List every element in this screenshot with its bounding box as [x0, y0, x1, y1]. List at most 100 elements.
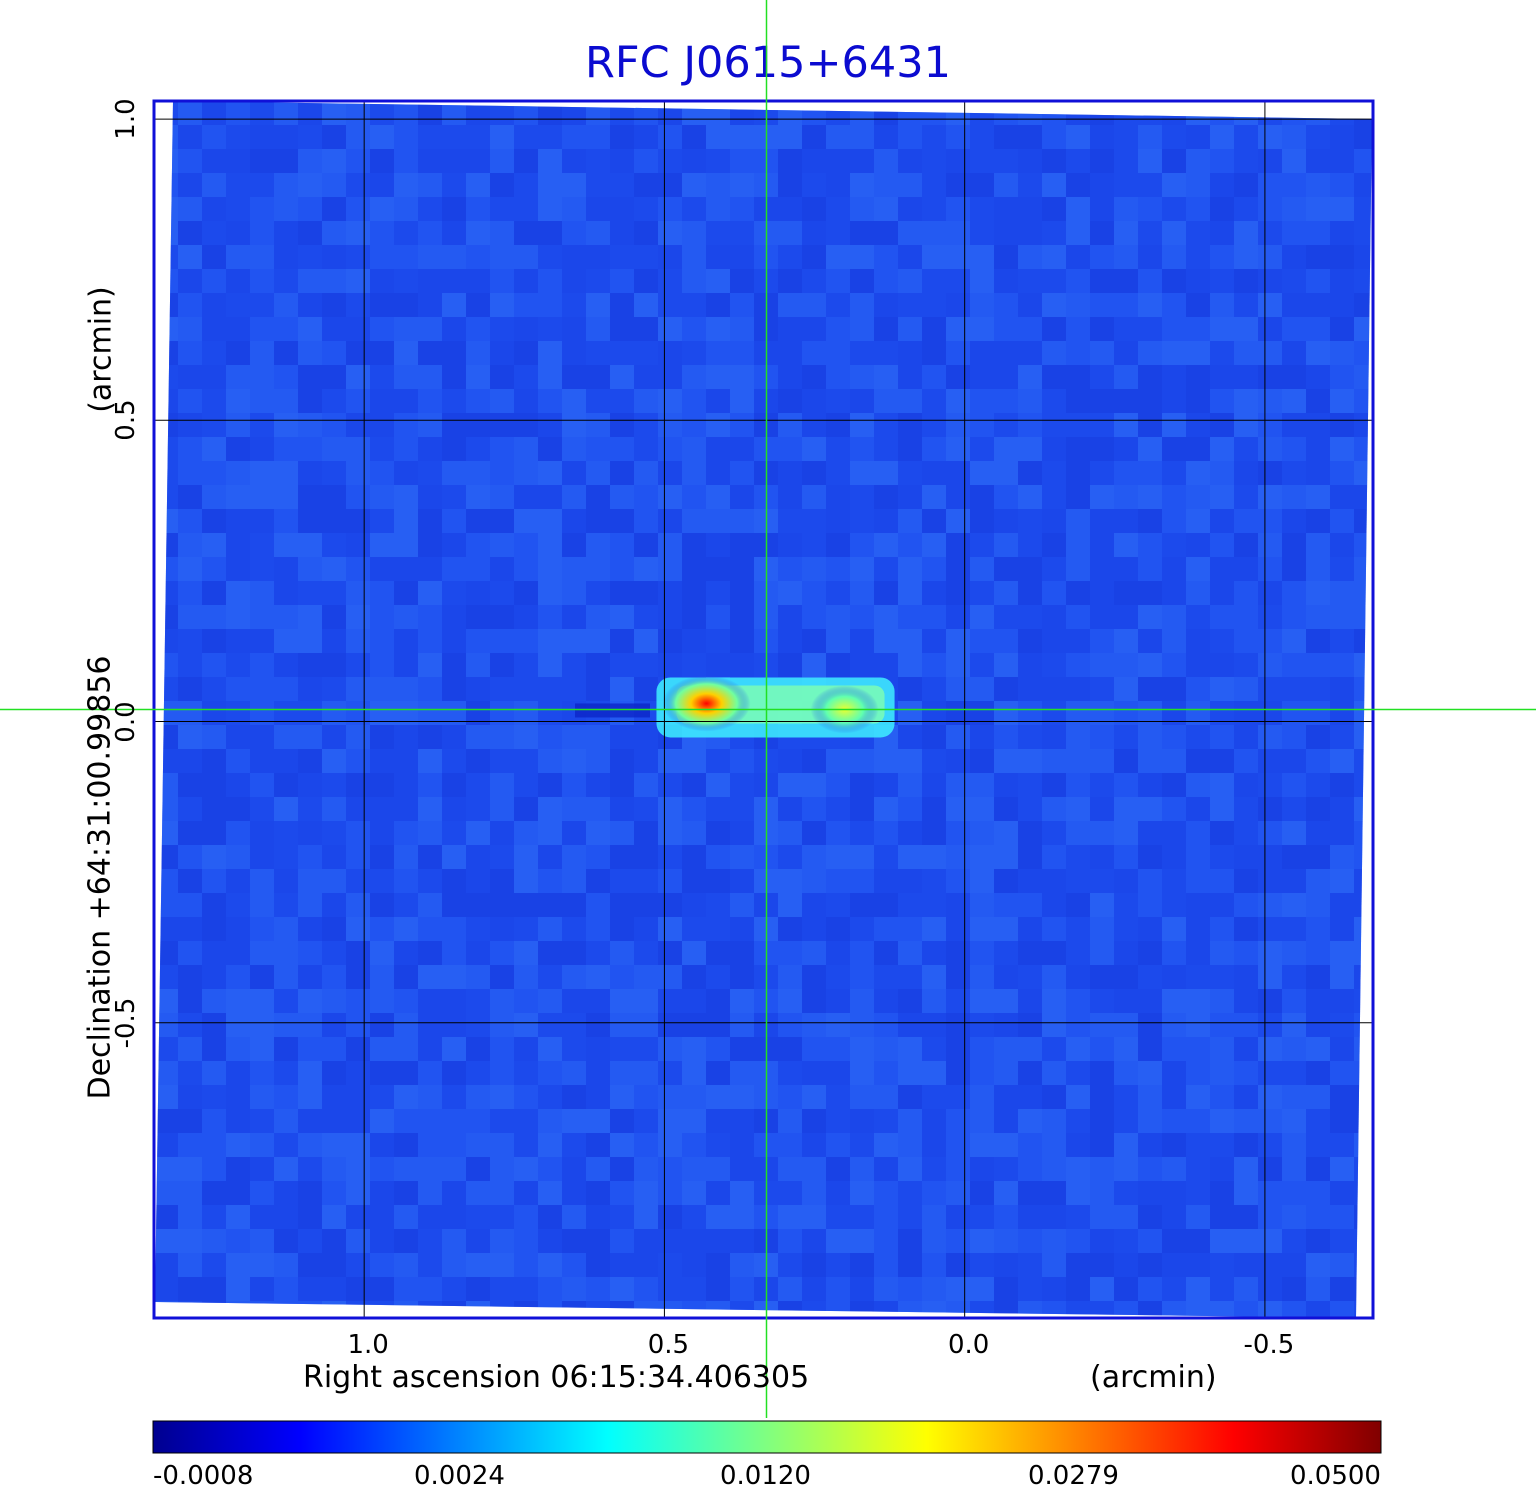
noise-cell — [586, 845, 610, 869]
noise-cell — [514, 581, 538, 605]
noise-cell — [1282, 245, 1306, 269]
noise-cell — [155, 965, 178, 989]
noise-cell — [1330, 749, 1354, 773]
noise-cell — [155, 1301, 178, 1318]
noise-cell — [442, 245, 466, 269]
noise-cell — [226, 197, 250, 221]
noise-cell — [226, 1229, 250, 1253]
noise-cell — [1138, 1205, 1162, 1229]
noise-cell — [394, 509, 418, 533]
noise-cell — [1042, 941, 1066, 965]
noise-cell — [466, 317, 490, 341]
noise-cell — [802, 413, 826, 437]
noise-cell — [586, 389, 610, 413]
noise-cell — [730, 893, 754, 917]
noise-cell — [442, 101, 466, 125]
noise-cell — [1114, 365, 1138, 389]
noise-cell — [1066, 1013, 1090, 1037]
noise-cell — [826, 197, 850, 221]
noise-cell — [250, 413, 274, 437]
noise-cell — [466, 173, 490, 197]
noise-cell — [1210, 1109, 1234, 1133]
noise-cell — [394, 341, 418, 365]
noise-cell — [1090, 1157, 1114, 1181]
noise-cell — [490, 149, 514, 173]
noise-cell — [274, 989, 298, 1013]
noise-cell — [874, 221, 898, 245]
noise-cell — [490, 1013, 514, 1037]
noise-cell — [1066, 677, 1090, 701]
noise-cell — [634, 269, 658, 293]
noise-cell — [802, 125, 826, 149]
noise-cell — [490, 509, 514, 533]
noise-cell — [346, 1085, 370, 1109]
noise-cell — [490, 677, 514, 701]
noise-cell — [1234, 149, 1258, 173]
noise-cell — [1114, 1277, 1138, 1301]
noise-cell — [346, 845, 370, 869]
noise-cell — [538, 1181, 562, 1205]
noise-cell — [658, 221, 682, 245]
noise-cell — [922, 893, 946, 917]
noise-cell — [514, 965, 538, 989]
noise-cell — [946, 317, 970, 341]
noise-cell — [994, 149, 1018, 173]
noise-cell — [1306, 941, 1330, 965]
noise-cell — [586, 653, 610, 677]
noise-cell — [682, 1061, 706, 1085]
noise-cell — [994, 773, 1018, 797]
noise-cell — [1210, 965, 1234, 989]
noise-cell — [1234, 845, 1258, 869]
noise-cell — [442, 893, 466, 917]
noise-cell — [850, 341, 874, 365]
noise-cell — [1186, 677, 1210, 701]
noise-cell — [538, 965, 562, 989]
noise-cell — [394, 1157, 418, 1181]
noise-cell — [1234, 245, 1258, 269]
noise-cell — [298, 1301, 322, 1318]
noise-cell — [250, 989, 274, 1013]
noise-cell — [1018, 845, 1042, 869]
noise-cell — [586, 677, 610, 701]
noise-cell — [1210, 197, 1234, 221]
noise-cell — [490, 701, 514, 725]
noise-cell — [586, 629, 610, 653]
noise-cell — [970, 1133, 994, 1157]
noise-cell — [706, 1301, 730, 1318]
noise-cell — [418, 629, 442, 653]
noise-cell — [1042, 485, 1066, 509]
noise-cell — [970, 1061, 994, 1085]
noise-cell — [1114, 533, 1138, 557]
noise-cell — [1042, 749, 1066, 773]
noise-cell — [898, 269, 922, 293]
noise-cell — [802, 1061, 826, 1085]
colorbar-tick-label: 0.0279 — [1028, 1461, 1119, 1491]
noise-cell — [826, 629, 850, 653]
noise-cell — [922, 941, 946, 965]
noise-cell — [538, 989, 562, 1013]
noise-cell — [802, 653, 826, 677]
noise-cell — [634, 653, 658, 677]
noise-cell — [1066, 1277, 1090, 1301]
noise-cell — [1018, 293, 1042, 317]
noise-cell — [538, 869, 562, 893]
noise-cell — [826, 845, 850, 869]
noise-cell — [1090, 1013, 1114, 1037]
noise-cell — [490, 1085, 514, 1109]
noise-cell — [730, 125, 754, 149]
noise-cell — [706, 917, 730, 941]
noise-cell — [586, 965, 610, 989]
noise-cell — [370, 1133, 394, 1157]
noise-cell — [1186, 797, 1210, 821]
noise-cell — [1114, 1181, 1138, 1205]
noise-cell — [466, 269, 490, 293]
noise-cell — [346, 725, 370, 749]
noise-cell — [682, 221, 706, 245]
noise-cell — [514, 221, 538, 245]
noise-cell — [322, 533, 346, 557]
noise-cell — [826, 1205, 850, 1229]
noise-cell — [634, 1181, 658, 1205]
noise-cell — [178, 1133, 202, 1157]
noise-cell — [418, 749, 442, 773]
noise-cell — [970, 197, 994, 221]
